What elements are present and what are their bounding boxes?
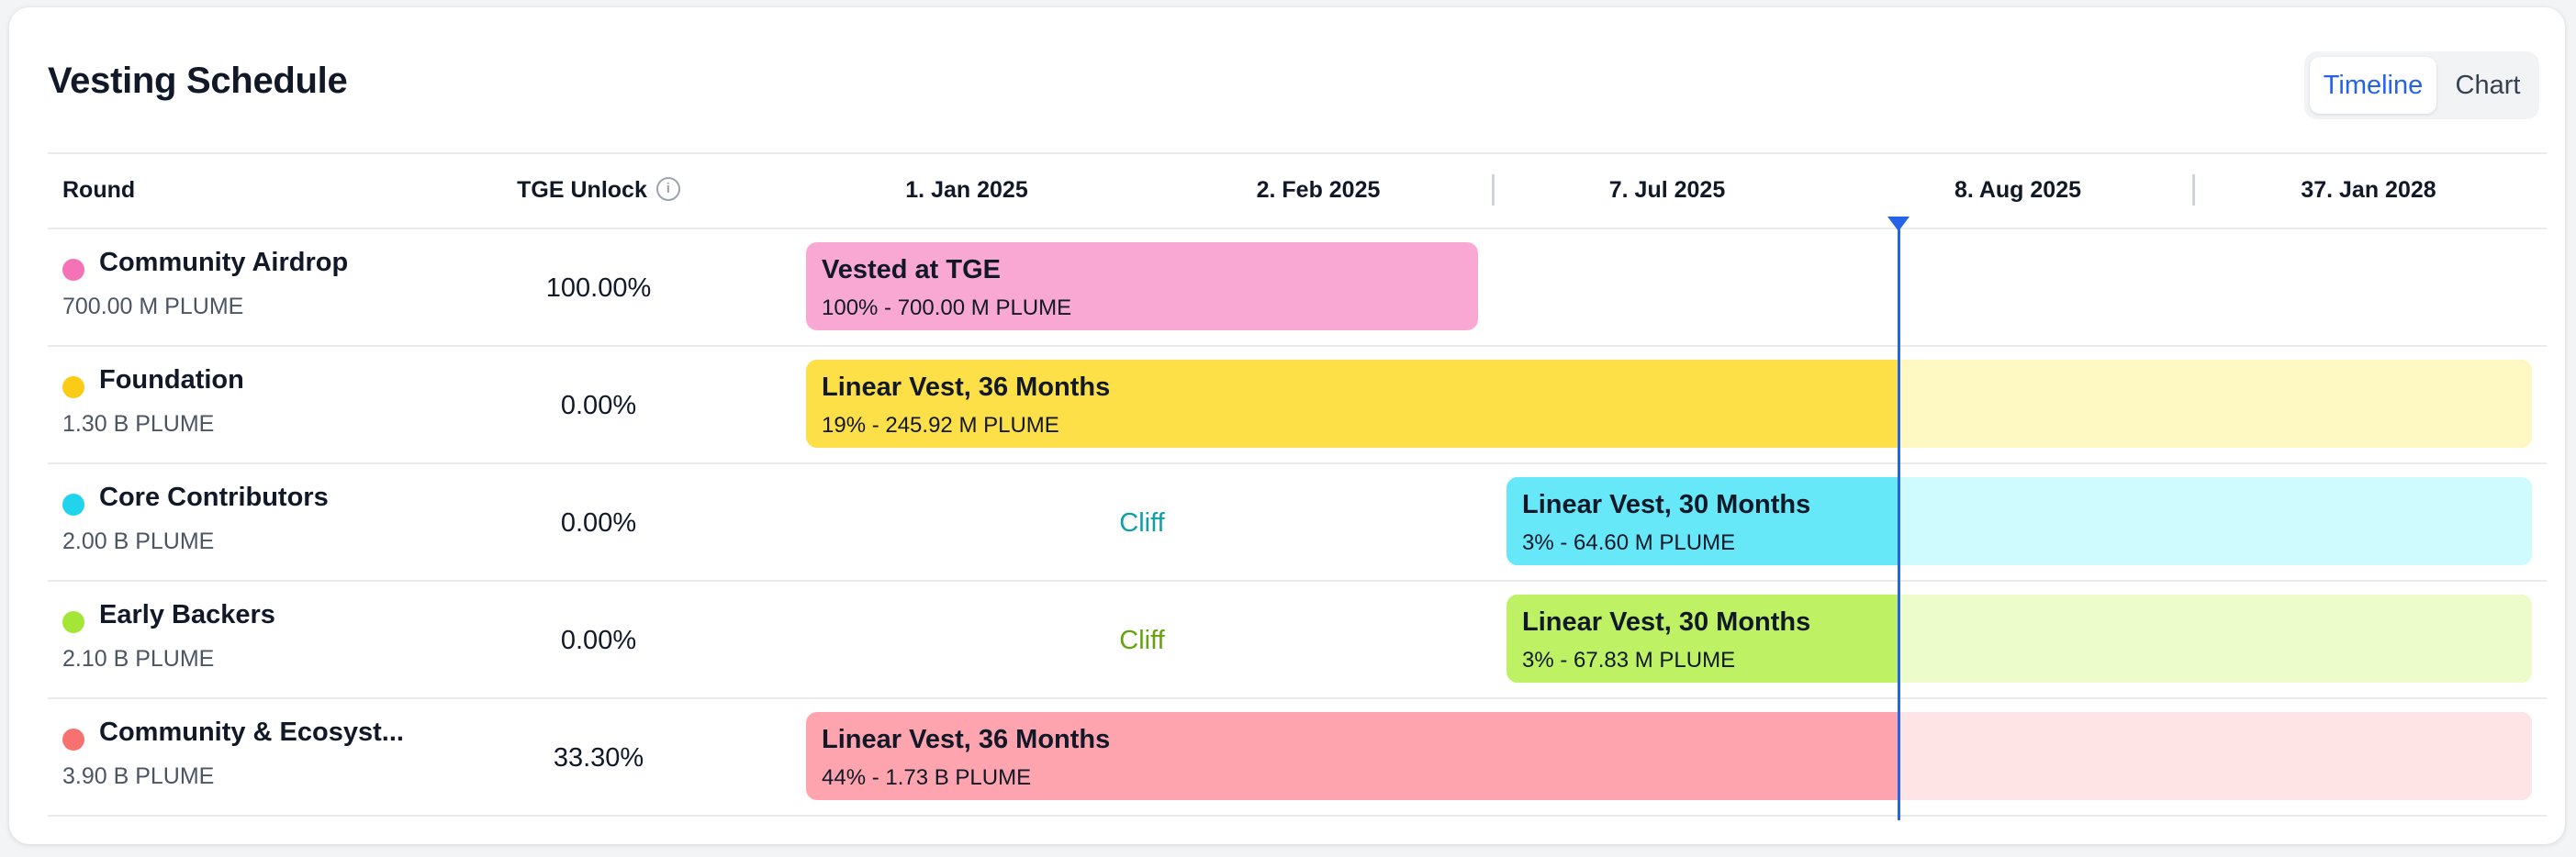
tge-unlock-label: TGE Unlock bbox=[517, 177, 647, 203]
table-row[interactable]: Core Contributors 2.00 B PLUME 0.00% Cli… bbox=[48, 464, 2547, 582]
vesting-bar[interactable]: Vested at TGE 100% - 700.00 M PLUME bbox=[806, 242, 1478, 330]
round-name: Community & Ecosyst... bbox=[99, 718, 404, 747]
vesting-bar-detail: 19% - 245.92 M PLUME bbox=[822, 413, 1059, 438]
vesting-bar-projection bbox=[1898, 360, 2532, 448]
row-divider bbox=[48, 462, 2547, 464]
cliff-label: Cliff bbox=[1119, 508, 1165, 538]
cliff-label: Cliff bbox=[1119, 626, 1165, 655]
header-divider bbox=[48, 228, 2547, 229]
round-column-header: Round bbox=[62, 177, 136, 203]
vesting-bar-title: Linear Vest, 36 Months bbox=[822, 725, 1111, 754]
vesting-bar-detail: 100% - 700.00 M PLUME bbox=[822, 295, 1072, 320]
vesting-table: Round TGE Unlock i 1. Jan 2025 2. Feb 202… bbox=[48, 152, 2547, 820]
round-color-dot bbox=[62, 494, 84, 516]
timeline-label-1: 2. Feb 2025 bbox=[1256, 177, 1381, 203]
vesting-bar-title: Vested at TGE bbox=[822, 255, 1002, 284]
page-title: Vesting Schedule bbox=[48, 61, 348, 101]
vesting-bar-detail: 44% - 1.73 B PLUME bbox=[822, 765, 1032, 790]
vesting-bar[interactable]: Linear Vest, 36 Months 19% - 245.92 M PL… bbox=[806, 360, 2532, 448]
tge-unlock-value: 0.00% bbox=[560, 626, 637, 655]
round-name: Core Contributors bbox=[99, 483, 329, 512]
tge-unlock-value: 0.00% bbox=[560, 508, 637, 538]
round-color-dot bbox=[62, 611, 84, 633]
vesting-bar-projection bbox=[1898, 595, 2532, 683]
current-date-marker-icon bbox=[1887, 217, 1910, 231]
round-amount: 3.90 B PLUME bbox=[62, 763, 215, 789]
row-divider bbox=[48, 697, 2547, 699]
round-amount: 1.30 B PLUME bbox=[62, 411, 215, 437]
info-icon[interactable]: i bbox=[655, 177, 680, 202]
tge-unlock-value: 0.00% bbox=[560, 391, 637, 420]
vesting-bar-projection bbox=[1898, 712, 2532, 800]
vesting-schedule-card: Vesting Schedule Timeline Chart Round TG… bbox=[9, 7, 2565, 844]
period-separator bbox=[2192, 174, 2195, 206]
round-name: Early Backers bbox=[99, 600, 275, 629]
vesting-bar-title: Linear Vest, 36 Months bbox=[822, 373, 1111, 402]
tge-unlock-value: 100.00% bbox=[545, 273, 652, 303]
row-divider bbox=[48, 345, 2547, 347]
timeline-label-0: 1. Jan 2025 bbox=[905, 177, 1028, 203]
vesting-bar-projection bbox=[1898, 477, 2532, 565]
current-date-line bbox=[1898, 228, 1900, 820]
timeline-label-3: 8. Aug 2025 bbox=[1954, 177, 2082, 203]
vesting-bar-title: Linear Vest, 30 Months bbox=[1522, 607, 1811, 637]
timeline-tab[interactable]: Timeline bbox=[2310, 57, 2436, 114]
vesting-bar[interactable]: Linear Vest, 36 Months 44% - 1.73 B PLUM… bbox=[806, 712, 2532, 800]
tge-unlock-column-header: TGE Unlock i bbox=[442, 152, 755, 228]
chart-tab[interactable]: Chart bbox=[2455, 71, 2521, 100]
period-separator bbox=[1492, 174, 1495, 206]
header-top-divider bbox=[48, 152, 2547, 154]
table-row[interactable]: Community & Ecosyst... 3.90 B PLUME 33.3… bbox=[48, 699, 2547, 817]
view-toggle: Timeline Chart bbox=[2304, 51, 2539, 119]
vesting-bar[interactable]: Linear Vest, 30 Months 3% - 64.60 M PLUM… bbox=[1506, 477, 2532, 565]
round-name: Community Airdrop bbox=[99, 248, 349, 277]
round-name: Foundation bbox=[99, 365, 244, 395]
table-row[interactable]: Community Airdrop 700.00 M PLUME 100.00%… bbox=[48, 229, 2547, 347]
vesting-bar-detail: 3% - 64.60 M PLUME bbox=[1522, 530, 1736, 555]
timeline-label-4: 37. Jan 2028 bbox=[2301, 177, 2436, 203]
row-divider bbox=[48, 580, 2547, 582]
table-row[interactable]: Foundation 1.30 B PLUME 0.00% Linear Ves… bbox=[48, 347, 2547, 464]
vesting-bar[interactable]: Linear Vest, 30 Months 3% - 67.83 M PLUM… bbox=[1506, 595, 2532, 683]
round-amount: 2.10 B PLUME bbox=[62, 646, 215, 672]
round-amount: 700.00 M PLUME bbox=[62, 294, 244, 319]
row-divider bbox=[48, 815, 2547, 817]
round-amount: 2.00 B PLUME bbox=[62, 529, 215, 554]
vesting-bar-title: Linear Vest, 30 Months bbox=[1522, 490, 1811, 519]
table-row[interactable]: Early Backers 2.10 B PLUME 0.00% Cliff L… bbox=[48, 582, 2547, 699]
round-color-dot bbox=[62, 259, 84, 281]
round-color-dot bbox=[62, 376, 84, 398]
timeline-label-2: 7. Jul 2025 bbox=[1608, 177, 1726, 203]
round-color-dot bbox=[62, 729, 84, 751]
tge-unlock-value: 33.30% bbox=[553, 743, 644, 773]
vesting-bar-detail: 3% - 67.83 M PLUME bbox=[1522, 648, 1736, 673]
